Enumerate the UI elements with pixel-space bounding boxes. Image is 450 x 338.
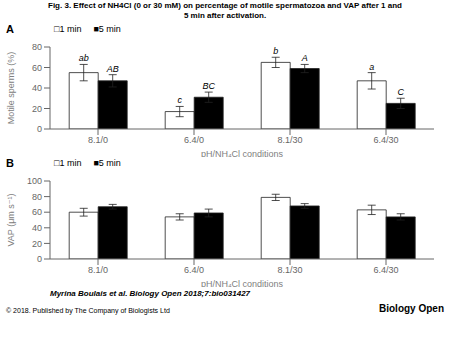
- svg-text:20: 20: [32, 104, 42, 114]
- svg-text:40: 40: [32, 223, 42, 233]
- html-text:5 min after activation.: 5 min after activation.: [183, 11, 267, 20]
- svg-text:VAP (μm s⁻¹): VAP (μm s⁻¹): [8, 193, 16, 246]
- html-text:© 2018. Published by The Compa: © 2018. Published by The Company of Biol…: [6, 307, 170, 314]
- svg-text:0: 0: [37, 124, 42, 134]
- svg-text:6.4/0: 6.4/0: [184, 135, 204, 145]
- svg-text:6.4/0: 6.4/0: [184, 265, 204, 275]
- svg-text:C: C: [397, 87, 404, 97]
- svg-text:a: a: [369, 62, 374, 72]
- svg-text:80: 80: [32, 42, 42, 52]
- svg-text:8.1/0: 8.1/0: [88, 265, 108, 275]
- svg-text:0: 0: [37, 254, 42, 264]
- html-text:■5 min: ■5 min: [93, 158, 121, 168]
- svg-text:8.1/0: 8.1/0: [88, 135, 108, 145]
- html-text:■5 min: ■5 min: [93, 24, 121, 34]
- svg-text:60: 60: [32, 63, 42, 73]
- html-text:Myrina Boulais et al. Biology: Myrina Boulais et al. Biology Open 2018;…: [50, 289, 251, 298]
- svg-text:60: 60: [32, 207, 42, 217]
- html-text:□1 min: □1 min: [54, 158, 82, 168]
- svg-text:8.1/30: 8.1/30: [277, 135, 302, 145]
- svg-text:6.4/30: 6.4/30: [373, 265, 398, 275]
- html-text:B: B: [6, 157, 14, 169]
- svg-text:BC: BC: [202, 81, 215, 91]
- svg-text:b: b: [273, 46, 278, 56]
- html-text:□1 min: □1 min: [54, 24, 82, 34]
- svg-text:20: 20: [32, 239, 42, 249]
- svg-text:Motile sperms (%): Motile sperms (%): [8, 52, 16, 125]
- html-text:Biology Open: Biology Open: [379, 303, 444, 314]
- svg-text:80: 80: [32, 192, 42, 202]
- html-text:A: A: [6, 23, 14, 35]
- svg-text:pH/NH₄Cl conditions: pH/NH₄Cl conditions: [201, 149, 284, 157]
- svg-text:40: 40: [32, 83, 42, 93]
- svg-text:pH/NH₄Cl conditions: pH/NH₄Cl conditions: [201, 279, 284, 287]
- svg-text:100: 100: [27, 176, 42, 186]
- svg-text:ab: ab: [79, 53, 89, 63]
- svg-text:6.4/30: 6.4/30: [373, 135, 398, 145]
- html-text:Fig. 3. Effect of NH4Cl (0 or: Fig. 3. Effect of NH4Cl (0 or 30 mM) on …: [48, 1, 402, 10]
- svg-text:8.1/30: 8.1/30: [277, 265, 302, 275]
- svg-text:AB: AB: [106, 64, 119, 74]
- svg-text:c: c: [177, 95, 182, 105]
- svg-text:A: A: [301, 53, 308, 63]
